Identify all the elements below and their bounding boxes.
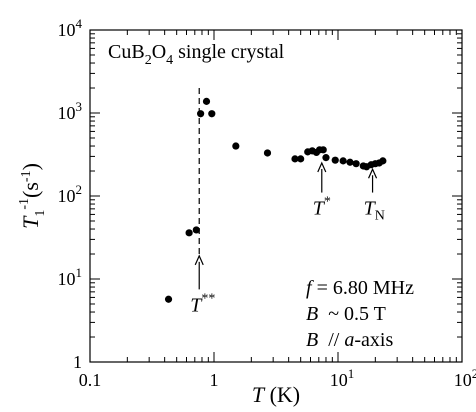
annotation-label-ts: T* bbox=[313, 195, 331, 220]
data-point bbox=[339, 157, 347, 165]
y-tick-exp: 2 bbox=[76, 182, 83, 197]
y-tick-label: 103 bbox=[58, 99, 83, 123]
x-tick-label: 102 bbox=[454, 366, 476, 390]
x-tick-label: 101 bbox=[330, 366, 355, 390]
annotation-main: T bbox=[190, 294, 203, 316]
annotation-sup: * bbox=[324, 195, 331, 210]
data-point bbox=[322, 154, 330, 162]
chart-title: CuB2O4 single crystal bbox=[108, 41, 285, 68]
x-axis-label: T (K) bbox=[252, 382, 300, 407]
plot-frame bbox=[89, 29, 463, 363]
param-frequency: f = 6.80 MHz bbox=[306, 277, 414, 299]
annotation-arrowhead-tn bbox=[368, 167, 378, 179]
y-tick-label: 1 bbox=[73, 352, 82, 372]
x-tick-exp: 1 bbox=[348, 366, 355, 381]
axis-ticks bbox=[89, 29, 463, 363]
y-tick-exp: 3 bbox=[76, 99, 83, 114]
data-point bbox=[297, 155, 305, 163]
y-tick-label: 101 bbox=[58, 265, 83, 289]
annotation-label-tss: T** bbox=[190, 291, 215, 316]
param-field: B ~ 0.5 T bbox=[306, 303, 386, 325]
measurement-parameters: f = 6.80 MHz B ~ 0.5 T B // a-axis bbox=[306, 277, 414, 351]
annotation-sub: N bbox=[375, 209, 385, 224]
annotation-label-tn: TN bbox=[364, 198, 385, 224]
data-point bbox=[208, 110, 216, 118]
x-tick-label: 0.1 bbox=[79, 370, 102, 390]
data-point bbox=[346, 158, 354, 166]
data-point bbox=[331, 156, 339, 164]
param-orientation: B // a-axis bbox=[306, 329, 393, 351]
data-point bbox=[379, 157, 387, 165]
annotations: T**T* TN bbox=[190, 161, 385, 316]
data-point bbox=[232, 142, 240, 150]
annotation-main: T bbox=[364, 198, 377, 220]
data-point bbox=[352, 160, 360, 168]
y-tick-base: 10 bbox=[58, 186, 76, 206]
annotation-arrowhead-tss bbox=[194, 254, 204, 266]
y-tick-base: 10 bbox=[58, 103, 76, 123]
data-point bbox=[192, 226, 200, 234]
data-point bbox=[291, 155, 299, 163]
x-tick-base: 10 bbox=[454, 370, 472, 390]
y-tick-label: 104 bbox=[58, 16, 83, 40]
annotation-arrowhead-ts bbox=[317, 161, 327, 173]
x-tick-exp: 2 bbox=[472, 366, 476, 381]
y-tick-base: 10 bbox=[58, 20, 76, 40]
y-tick-exp: 1 bbox=[76, 265, 83, 280]
y-tick-label: 102 bbox=[58, 182, 83, 206]
data-point bbox=[197, 110, 205, 118]
data-point bbox=[263, 149, 272, 157]
y-tick-exp: 4 bbox=[76, 16, 83, 31]
x-tick-base: 10 bbox=[330, 370, 348, 390]
y-axis-label: T1-1(s-1) bbox=[17, 163, 48, 229]
x-tick-label: 1 bbox=[210, 370, 219, 390]
data-point bbox=[319, 146, 327, 154]
data-point bbox=[185, 229, 193, 237]
data-point bbox=[164, 295, 173, 303]
annotation-main: T bbox=[313, 198, 326, 220]
annotation-sup: ** bbox=[201, 291, 215, 306]
data-points bbox=[164, 97, 387, 303]
y-tick-base: 10 bbox=[58, 269, 76, 289]
data-point bbox=[202, 97, 211, 105]
